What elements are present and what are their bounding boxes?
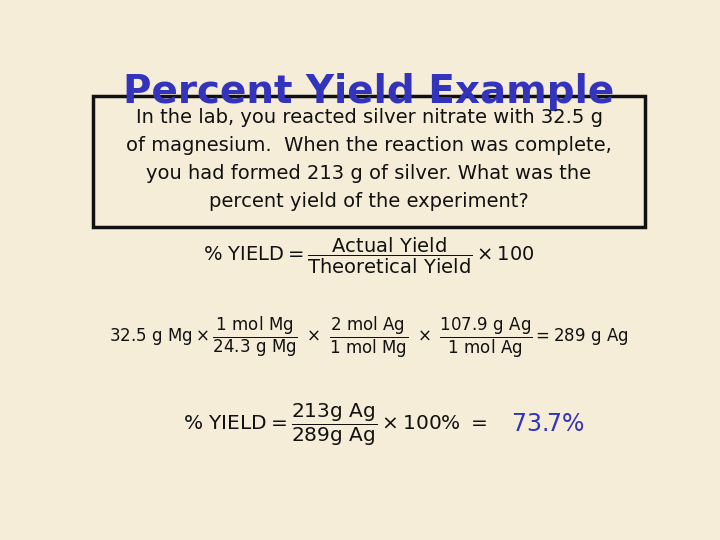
Text: Percent Yield Example: Percent Yield Example (123, 73, 615, 111)
Text: In the lab, you reacted silver nitrate with 32.5 g: In the lab, you reacted silver nitrate w… (135, 108, 603, 127)
Text: $73.7\%$: $73.7\%$ (510, 413, 585, 436)
Text: percent yield of the experiment?: percent yield of the experiment? (209, 192, 529, 211)
Text: $32.5\ \mathrm{g\ Mg} \times \dfrac{1\ \mathrm{mol\ Mg}}{24.3\ \mathrm{g\ Mg}}\ : $32.5\ \mathrm{g\ Mg} \times \dfrac{1\ \… (109, 314, 629, 360)
Text: $\%\ \mathrm{YIELD} = \dfrac{213\mathrm{g\ Ag}}{289\mathrm{g\ Ag}} \times 100\%\: $\%\ \mathrm{YIELD} = \dfrac{213\mathrm{… (184, 401, 487, 448)
FancyBboxPatch shape (93, 96, 645, 227)
Text: of magnesium.  When the reaction was complete,: of magnesium. When the reaction was comp… (126, 136, 612, 155)
Text: you had formed 213 g of silver. What was the: you had formed 213 g of silver. What was… (146, 164, 592, 183)
Text: $\%\ \mathrm{YIELD} = \dfrac{\mathrm{Actual\ Yield}}{\mathrm{Theoretical\ Yield}: $\%\ \mathrm{YIELD} = \dfrac{\mathrm{Act… (203, 236, 535, 276)
